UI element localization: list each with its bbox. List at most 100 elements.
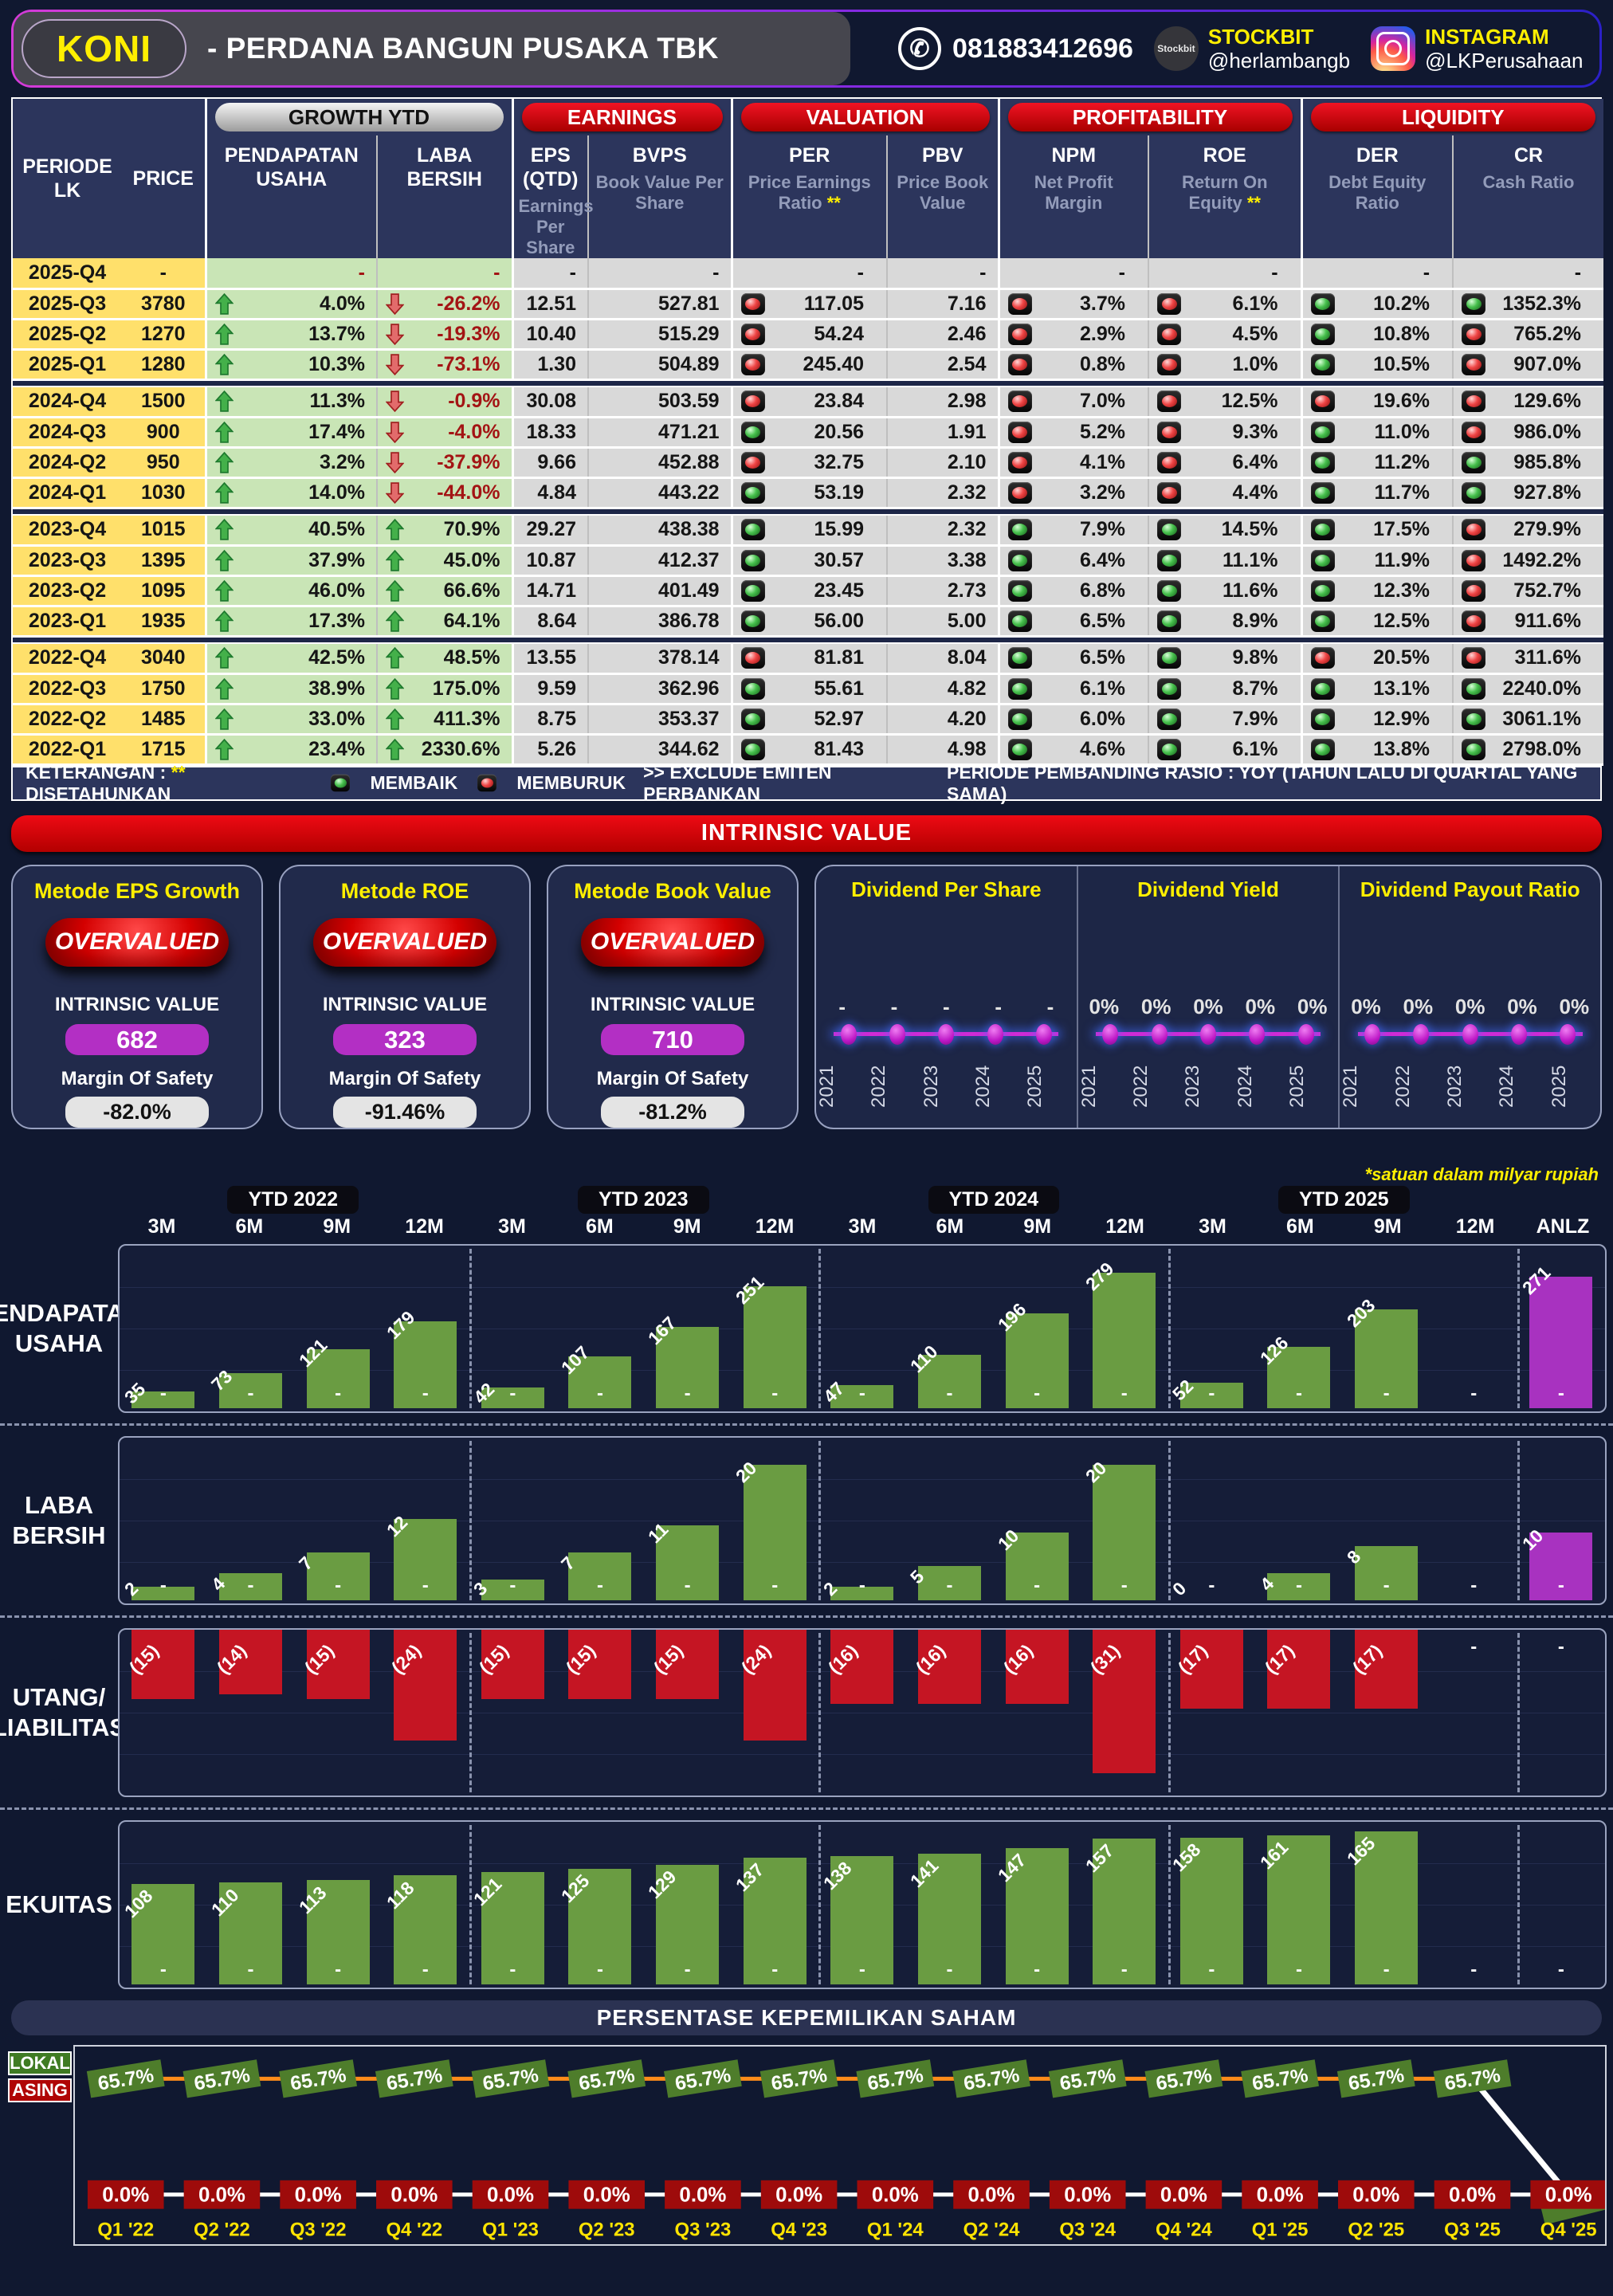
chart-column: 12- [382,1438,469,1603]
np-arrow [386,391,405,413]
per-cell: 30.57 [730,545,887,577]
lokal-marker: 65.7% [86,2059,165,2098]
rev-arrow [214,391,234,412]
svg-text:0.0%: 0.0% [1257,2184,1304,2206]
chart-panel-ekuitas: 108-110-113-118-121-125-129-137-138-141-… [118,1819,1607,1989]
npm-cell: 7.0% [997,387,1148,418]
rev-growth-cell: 23.4% [204,734,377,766]
npm-value: 0.8% [1080,352,1125,375]
lokal-tag: LOKAL [8,2051,72,2075]
baseline-dash: - [159,1574,167,1596]
cr-value: 911.6% [1514,609,1582,632]
cr-cell: - [1452,258,1604,290]
chart-column: 42- [469,1246,557,1411]
chart-row-label-line: LABA [24,1490,94,1519]
intrinsic-value: 323 [333,1023,477,1056]
per-value: 81.43 [814,737,864,760]
roe-cell: 1.0% [1147,349,1302,381]
group-divider [1517,1824,1521,1984]
asing-marker: 0.0% [87,2180,164,2209]
col-header-cr: CR Cash Ratio [1452,135,1604,258]
per-value: 15.99 [814,518,864,541]
der-cell: 11.2% [1300,447,1454,479]
per-cell: 23.84 [730,387,887,418]
red-light-icon [1310,391,1335,413]
der-cell: 11.9% [1300,545,1454,577]
baseline-dash: - [1383,1382,1390,1404]
svg-text:0.0%: 0.0% [775,2184,822,2206]
chart-column: (14) [207,1629,295,1796]
bvps-cell: 378.14 [587,643,732,675]
dividend-year-label: 2021 [816,1064,838,1108]
gridline [120,1753,1605,1755]
gridline [120,1286,1605,1288]
baseline-dash: - [335,1958,342,1980]
down-arrow-icon [386,353,404,375]
whatsapp-icon: ✆ [898,27,941,70]
rev-arrow [214,421,234,443]
chart-column: 47- [818,1246,906,1411]
svg-text:0.0%: 0.0% [1449,2184,1496,2206]
npm-value: 5.2% [1080,420,1125,443]
roe-cell: 8.7% [1147,673,1302,705]
col-header-rev: PENDAPATAN USAHA [204,135,377,258]
cr-value: 752.7% [1513,579,1582,602]
cr-value: 986.0% [1513,420,1582,443]
lokal-marker: 65.7% [759,2059,838,2098]
instagram-contact[interactable]: INSTAGRAM @LKPerusahaan [1371,25,1584,73]
bar [568,1356,632,1408]
green-light-icon [1007,519,1032,541]
rev-growth-value: 17.3% [308,609,365,632]
stockbit-contact[interactable]: Stockbit STOCKBIT @herlambangb [1153,25,1350,73]
chart-column: 4- [1255,1438,1343,1603]
eps-cell: 5.26 [511,734,588,766]
gridline [120,1561,1605,1563]
chart-column: (15) [294,1629,382,1796]
pbv-cell: - [886,258,999,290]
asing-marker: 0.0% [183,2180,261,2209]
dividend-year-label: 2025 [1024,1064,1046,1108]
roe-cell: 6.4% [1147,447,1302,479]
bar [481,1579,544,1600]
pbv-cell: 4.98 [886,734,999,766]
green-light-icon [1157,647,1181,669]
rev-growth-value: 33.0% [308,707,365,730]
asing-marker: 0.0% [953,2180,1030,2209]
bar [481,1387,544,1408]
eps-cell: 10.40 [511,319,588,351]
roe-cell: 11.1% [1147,545,1302,577]
up-arrow-icon [214,323,234,345]
baseline-dash: - [946,1574,953,1596]
green-light-icon [1310,421,1335,443]
green-light-icon [740,677,765,700]
whatsapp-contact[interactable]: ✆ 081883412696 [898,27,1133,70]
red-light-icon [1462,647,1486,669]
dividend-panel-title: Dividend Per Share [851,877,1042,901]
anlz-label: ANLZ [1536,1215,1590,1238]
np-growth-cell: 175.0% [376,673,512,705]
bar [917,1853,981,1984]
bvps-cell: 443.22 [587,477,732,509]
der-cell: 20.5% [1300,643,1454,675]
rev-arrow [214,323,234,345]
chart-column: 157- [1081,1822,1168,1988]
cr-cell: 927.8% [1452,477,1604,509]
cr-cell: 3061.1% [1452,704,1604,736]
verdict-badge: OVERVALUED [45,917,229,967]
section-pill-growth-ytd: GROWTH YTD [214,103,504,131]
dividend-point-labels: 0% 0% 0% 0% 0% [1340,995,1600,1019]
missing-value-dash: - [1470,1574,1478,1596]
company-name: - PERDANA BANGUN PUSAKA TBK [207,32,719,65]
intrinsic-value-banner: INTRINSIC VALUE [11,814,1602,852]
whatsapp-number: 081883412696 [952,33,1133,64]
verdict-badge: OVERVALUED [313,917,496,967]
legend-star: ** [171,761,186,783]
period-cell: 2025-Q1 [13,349,122,381]
bvps-cell: 401.49 [587,575,732,607]
svg-text:0.0%: 0.0% [390,2184,438,2206]
quarter-label: Q2 '25 [1348,2219,1404,2240]
green-light-icon [1007,647,1032,669]
lokal-marker: 65.7% [1048,2059,1127,2098]
stockbit-label: STOCKBIT [1207,25,1314,49]
